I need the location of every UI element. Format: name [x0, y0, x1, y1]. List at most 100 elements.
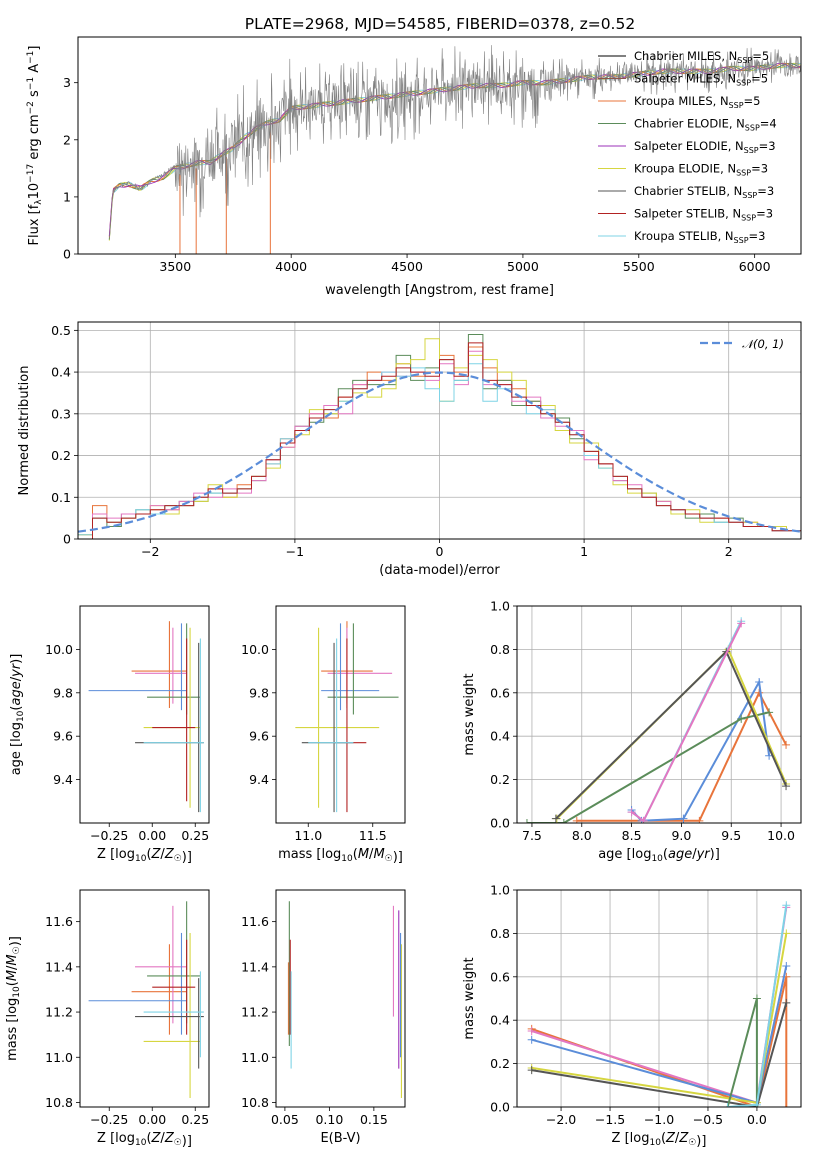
errorbar-point — [152, 939, 196, 1035]
x-axis-label: mass [log10(M/M☉)] — [278, 847, 403, 865]
mass-vs-extinction-panel: 0.05 0.10 0.15 10.8 11.0 11.2 11.4 11.6 E(B-V) — [241, 889, 406, 1146]
x-tick-label: −0.25 — [90, 1112, 128, 1127]
y-tick-label: 1 — [63, 189, 71, 204]
weight-marker — [559, 819, 568, 823]
plot-area — [88, 901, 204, 1098]
weight-marker — [527, 1066, 536, 1075]
y-tick-label: 0.2 — [490, 772, 510, 787]
y-tick-label: 0 — [63, 247, 71, 262]
x-tick-label: −1 — [286, 544, 304, 559]
axes-frame — [516, 889, 802, 1108]
y-tick-label: 0.6 — [490, 969, 510, 984]
legend-label: Kroupa ELODIE, NSSP=3 — [634, 162, 768, 178]
x-tick-label: 8.5 — [622, 828, 642, 843]
y-axis-label: Normed distribution — [17, 366, 32, 496]
y-tick-label: 0.0 — [490, 1100, 510, 1115]
y-tick-label: 11.4 — [241, 959, 269, 974]
errorbar-point — [143, 627, 201, 808]
y-tick-label: 11.2 — [241, 1005, 269, 1020]
y-tick-label: 11.2 — [45, 1005, 73, 1020]
weight-marker — [752, 994, 761, 1003]
y-tick-label: 0.2 — [490, 1056, 510, 1071]
weight-marker — [782, 740, 791, 749]
weight-marker — [752, 1100, 761, 1107]
mass-vs-metallicity-panel: −0.25 0.00 0.25 10.8 11.0 11.2 11.4 11.6 Z [log1… — [5, 889, 210, 1149]
y-tick-label: 9.4 — [53, 772, 73, 787]
axes-frame — [79, 605, 210, 824]
weight-marker — [695, 816, 704, 823]
y-tick-label: 1.0 — [490, 599, 510, 614]
weight-line — [555, 649, 788, 820]
x-tick-label: −2 — [141, 544, 159, 559]
errorbar-point — [147, 623, 201, 715]
legend-entry: Kroupa MILES, NSSP=5 — [598, 94, 760, 110]
x-axis-label: age [log10(age/yr)] — [598, 847, 720, 864]
legend-entry: Kroupa ELODIE, NSSP=3 — [598, 162, 768, 178]
plot-area — [78, 334, 801, 539]
errorbar-point — [152, 638, 196, 802]
histogram-step — [78, 342, 801, 539]
y-axis-label: mass weight — [462, 673, 477, 755]
y-tick-label: 0.0 — [490, 816, 510, 831]
weight-marker — [755, 677, 764, 686]
weight-line — [726, 998, 758, 1107]
x-tick-label: 10.0 — [767, 828, 795, 843]
legend-label: Kroupa STELIB, NSSP=3 — [634, 229, 765, 245]
errorbar-point — [135, 978, 204, 1069]
weight-marker — [572, 816, 581, 823]
x-tick-label: 1 — [580, 544, 588, 559]
legend-label: Salpeter ELODIE, NSSP=3 — [634, 139, 776, 155]
y-tick-label: 1.0 — [490, 883, 510, 898]
y-tick-label: 10.8 — [241, 1095, 269, 1110]
plot-area — [88, 621, 204, 813]
x-tick-label: 11.5 — [359, 828, 387, 843]
weight-line — [531, 976, 788, 1107]
errorbar-point — [327, 623, 399, 715]
figure-title: PLATE=2968, MJD=54585, FIBERID=0378, z=0… — [245, 15, 635, 33]
weight-marker — [737, 714, 746, 723]
weight-marker — [782, 782, 791, 791]
y-tick-label: 11.6 — [241, 914, 269, 929]
errorbar-point — [88, 932, 187, 1035]
y-tick-label: 0.2 — [51, 448, 71, 463]
plot-area — [108, 45, 801, 254]
y-tick-label: 10.0 — [241, 642, 269, 657]
spectrum-panel: 3500 4000 4500 5000 5500 6000 0 1 2 3 Flux [fλ10−1… — [26, 36, 802, 298]
errorbar-point — [135, 905, 187, 1024]
x-tick-label: 7.5 — [522, 828, 542, 843]
y-tick-label: 0.6 — [490, 685, 510, 700]
errorbar-point — [88, 623, 187, 711]
y-axis-label: Flux [fλ10−17 erg cm−2 s−1 A−1] — [26, 46, 44, 246]
x-tick-label: 0.25 — [181, 828, 209, 843]
x-tick-label: 6000 — [739, 259, 771, 274]
plot-area — [522, 617, 791, 823]
weight-marker — [522, 819, 531, 823]
errorbar-point — [143, 638, 204, 813]
axes-frame — [77, 36, 802, 255]
weight-marker — [639, 816, 648, 823]
weight-marker — [679, 814, 688, 823]
errorbar-point — [135, 627, 187, 704]
y-tick-label: 9.8 — [249, 685, 269, 700]
errorbar-point — [321, 623, 380, 711]
legend-label: Chabrier ELODIE, NSSP=4 — [634, 117, 777, 133]
weight-marker — [782, 901, 791, 910]
x-tick-label: 5500 — [623, 259, 655, 274]
y-tick-label: 0.8 — [490, 926, 510, 941]
x-tick-label: 0.00 — [138, 828, 166, 843]
y-axis-label: mass weight — [462, 957, 477, 1039]
legend-label: Chabrier MILES, NSSP=5 — [634, 49, 769, 65]
massweight-vs-metallicity-panel: −2.0 −1.5 −1.0 −0.5 0.0 0.0 0.2 0.4 0.6 0.8 1.0 Z [… — [462, 883, 802, 1149]
weight-marker — [755, 688, 764, 697]
legend-label: Chabrier STELIB, NSSP=3 — [634, 184, 774, 200]
axes-frame — [275, 889, 406, 1108]
x-tick-label: 0.15 — [360, 1112, 388, 1127]
gaussian-curve — [78, 371, 801, 533]
axes-frame — [77, 321, 802, 540]
legend-label: 𝒩(0, 1) — [742, 337, 784, 351]
y-tick-label: 0.4 — [51, 365, 71, 380]
x-tick-label: 4500 — [391, 259, 423, 274]
weight-marker — [527, 1035, 536, 1044]
x-tick-label: 0.0 — [747, 1112, 767, 1127]
